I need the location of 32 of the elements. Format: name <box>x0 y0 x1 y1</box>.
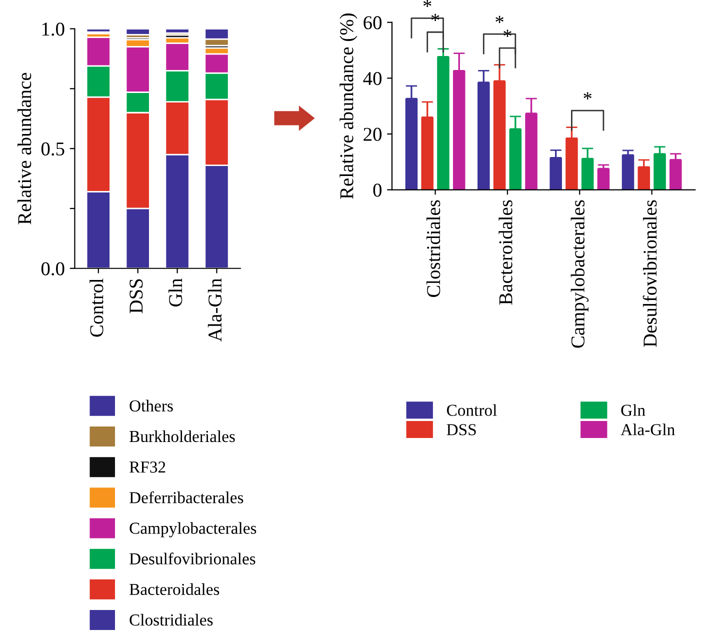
legend-label: Desulfovibrionales <box>130 552 256 564</box>
legend-label: Control <box>446 404 497 416</box>
text: * <box>423 0 432 8</box>
legend-label: Others <box>130 400 173 412</box>
y-tick-label: 1.0 <box>42 22 64 36</box>
annotation: * <box>496 16 504 23</box>
y-tick-label: 20 <box>364 128 382 141</box>
legend-label: Ala-Gln <box>620 424 675 436</box>
x-tick-label: Ala-Gln <box>208 278 222 342</box>
legend-label: RF32 <box>130 462 166 473</box>
x-tick-label: DSS <box>130 279 143 314</box>
y-tick-label: 0.0 <box>41 262 64 276</box>
x-tick-label: Desulfovibrionales <box>642 200 657 347</box>
y-axis-title: Relative abundance <box>18 72 32 224</box>
y-tick-label: 0.5 <box>41 142 64 156</box>
y-tick-label: 40 <box>363 72 382 86</box>
x-tick-label: Clostridiales <box>426 200 440 298</box>
x-tick-label: Gln <box>168 278 182 306</box>
x-tick-label: Control <box>90 278 104 337</box>
legend-label: Burkholderiales <box>130 430 235 442</box>
x-tick-label: Bacteroidales <box>498 200 512 305</box>
x-tick-label: Campylobacterales <box>570 200 588 348</box>
legend-label: Campylobacterales <box>130 522 256 538</box>
legend-label: Clostridiales <box>130 614 213 626</box>
y-tick-label: 0 <box>373 184 382 197</box>
legend-label: DSS <box>446 424 476 436</box>
y-tick-label: 60 <box>364 16 382 30</box>
y-axis-title: Relative abundance (%) <box>340 14 358 199</box>
legend-label: Deferribacterales <box>130 491 244 504</box>
legend-label: Gln <box>621 404 646 416</box>
legend-label: Bacteroidales <box>130 583 220 596</box>
annotation: * <box>584 92 592 100</box>
